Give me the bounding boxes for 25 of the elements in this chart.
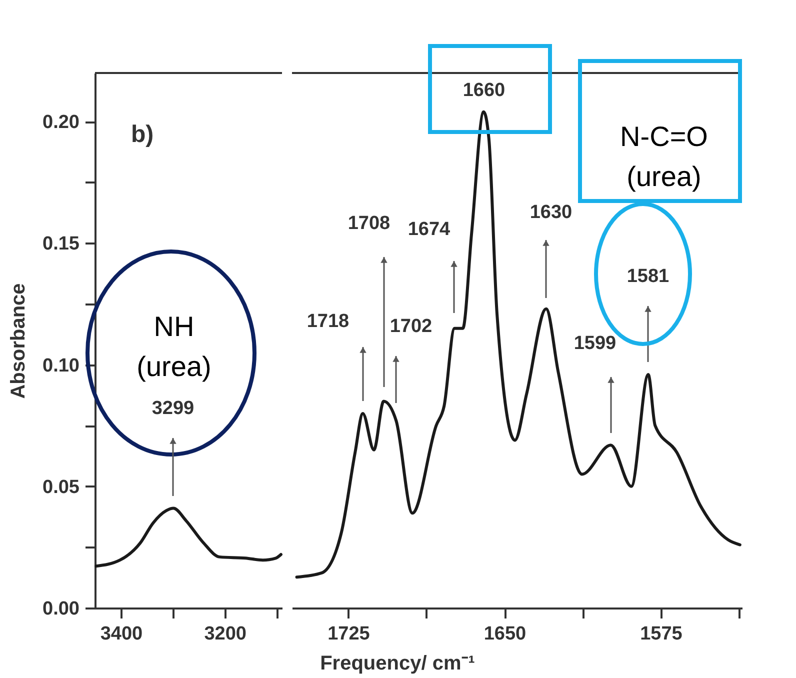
y-tick-label: 0.00 [42, 598, 80, 620]
annotation: 1630 [530, 202, 572, 223]
annotation: 1708 [348, 213, 390, 234]
y-tick-label: 0.15 [42, 234, 80, 255]
annotation: b) [131, 121, 154, 148]
y-tick-label: 0.05 [42, 476, 80, 498]
annotation: N-C=O (urea) [620, 121, 708, 192]
annotation: 3299 [152, 398, 194, 419]
annotation: 1674 [408, 219, 451, 240]
y-tick-label: 0.20 [42, 112, 80, 134]
x-tick-label: 3200 [204, 624, 246, 644]
annotation: NH (urea) [136, 311, 212, 382]
annotation: 1599 [574, 333, 616, 354]
x-tick-label: 3400 [100, 624, 143, 644]
annotation: 1718 [306, 311, 350, 332]
y-tick-label: 0.10 [42, 355, 80, 376]
line-series [94, 506, 282, 568]
y-axis-title: Absorbance [8, 283, 30, 399]
x-axis-title: Frequency/ cm⁻¹ [320, 652, 476, 674]
x-tick-label: 1650 [484, 624, 526, 644]
annotation: 1702 [390, 316, 432, 337]
annotation: 1660 [462, 80, 506, 101]
x-tick-label: 1725 [328, 624, 370, 644]
annotation: 1581 [626, 266, 670, 287]
x-tick-label: 1575 [640, 624, 683, 644]
